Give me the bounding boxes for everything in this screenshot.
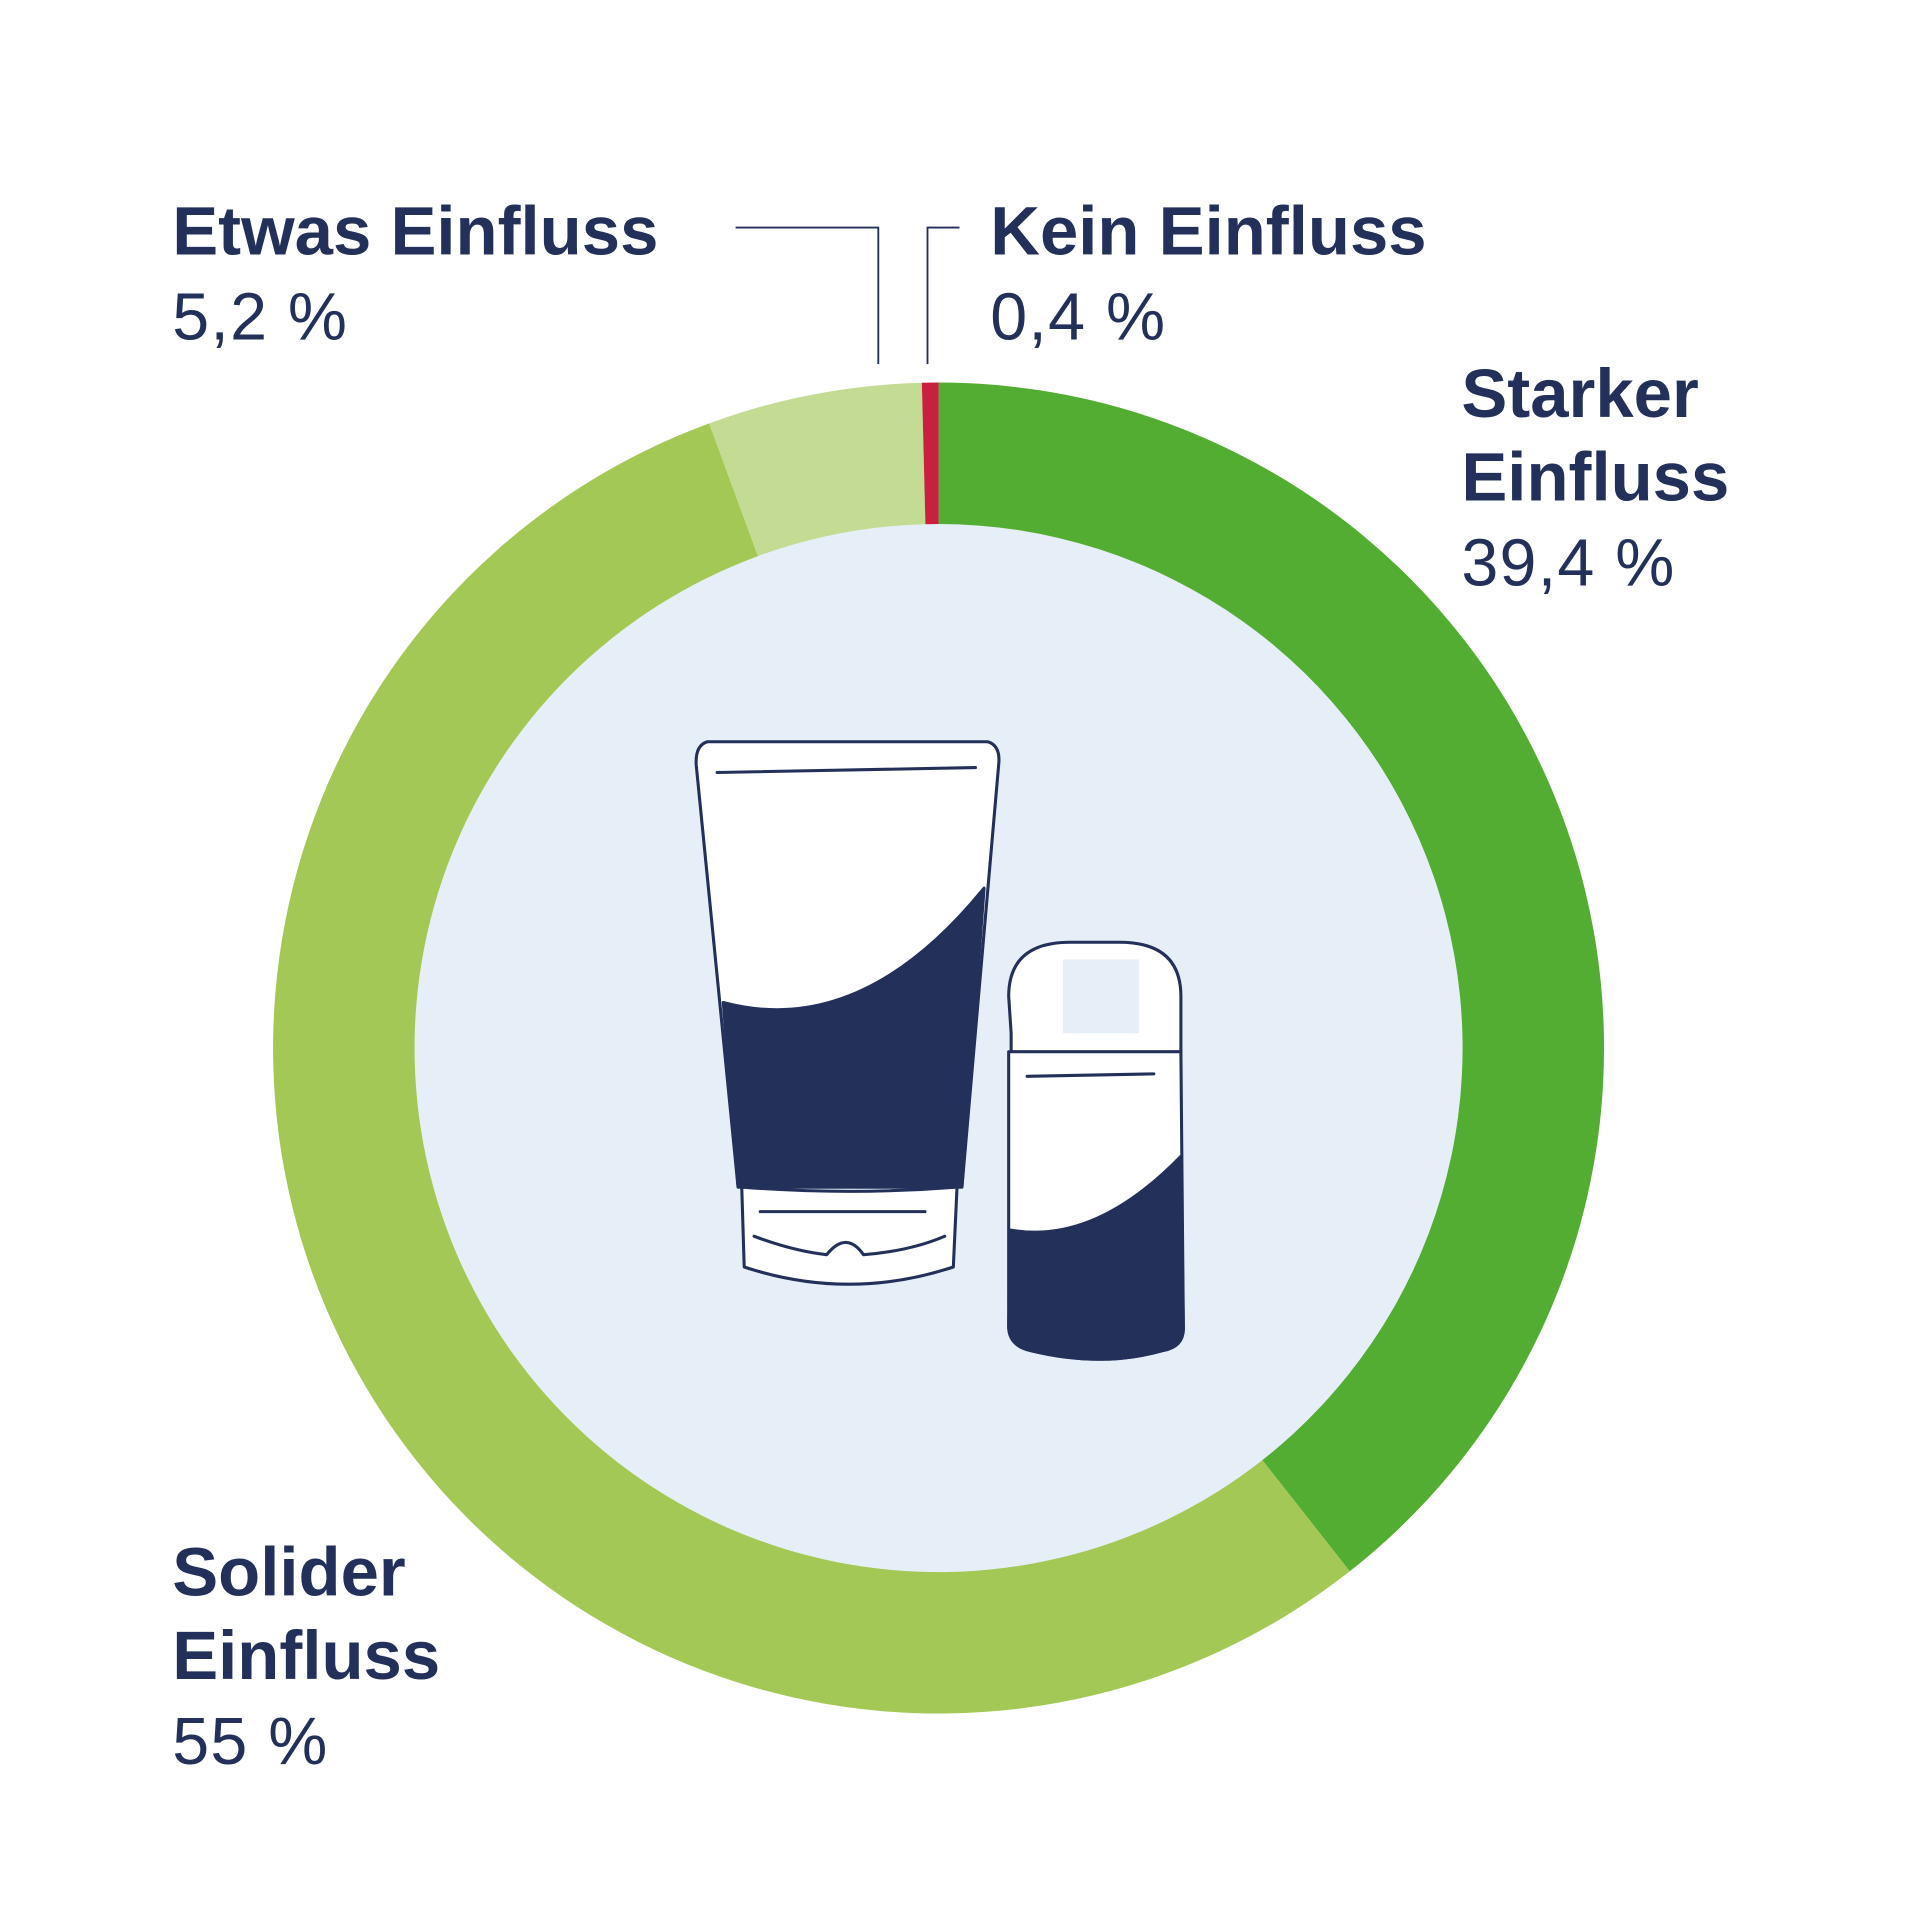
category-label: Kein Einfluss xyxy=(990,191,1427,270)
donut-segment xyxy=(273,423,1350,1714)
donut-segment xyxy=(709,382,926,557)
donut-segment xyxy=(938,382,1605,1572)
donut-segment xyxy=(921,382,939,525)
value-label: 55 % xyxy=(172,1704,329,1779)
label-group: Kein Einfluss 0,4 % xyxy=(990,189,1605,361)
category-label: Etwas Einfluss xyxy=(172,191,659,270)
label-group: Starker Einfluss 39,4 % xyxy=(1461,352,1781,608)
label-group: Etwas Einfluss 5,2 % xyxy=(172,189,787,361)
icon xyxy=(694,740,1185,1361)
label-group: Solider Einfluss 55 % xyxy=(172,1530,492,1786)
value-label: 0,4 % xyxy=(990,280,1167,355)
value-label: 5,2 % xyxy=(172,280,349,355)
leader-line xyxy=(926,226,960,365)
category-label: Starker Einfluss xyxy=(1461,354,1730,516)
leader-line xyxy=(735,226,880,365)
category-label: Solider Einfluss xyxy=(172,1532,441,1694)
value-label: 39,4 % xyxy=(1461,526,1676,601)
